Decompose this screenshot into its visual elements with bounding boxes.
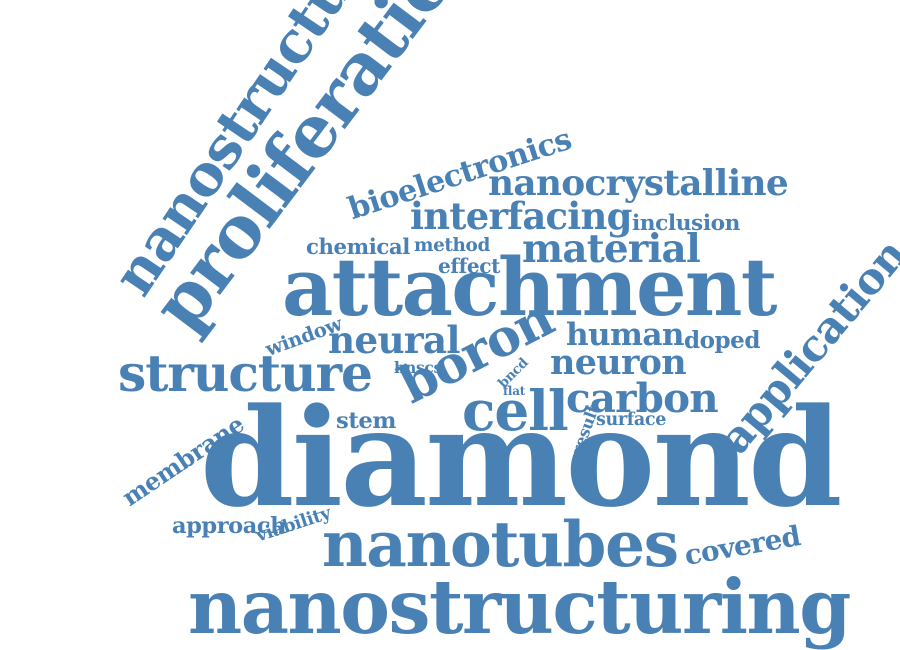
word-approach: approach [172,512,287,539]
word-doped: doped [684,326,760,354]
word-stem: stem [336,407,396,434]
word-method: method [414,235,490,256]
word-material: material [522,226,701,272]
word-diamond: diamond [200,377,842,537]
word-flat: flat [503,384,525,398]
word-neural: neural [328,317,460,362]
word-surface: surface [596,410,667,430]
word-effect: effect [438,254,501,278]
word-structure: structure [118,344,373,403]
word-interfacing: interfacing [410,193,632,238]
word-nanocrystalline: nanocrystalline [488,162,789,204]
word-hnscs: hnscs [394,358,442,377]
word-chemical: chemical [306,234,410,260]
word-human: human [566,316,685,353]
word-cell: cell [462,377,569,443]
word-attachment: attachment [282,240,777,334]
word-neuron: neuron [550,341,687,383]
word-nanostructuring: nanostructuring [188,562,851,650]
word-nanotubes: nanotubes [322,506,679,581]
word-inclusion: inclusion [632,211,740,236]
word-carbon: carbon [566,374,719,422]
